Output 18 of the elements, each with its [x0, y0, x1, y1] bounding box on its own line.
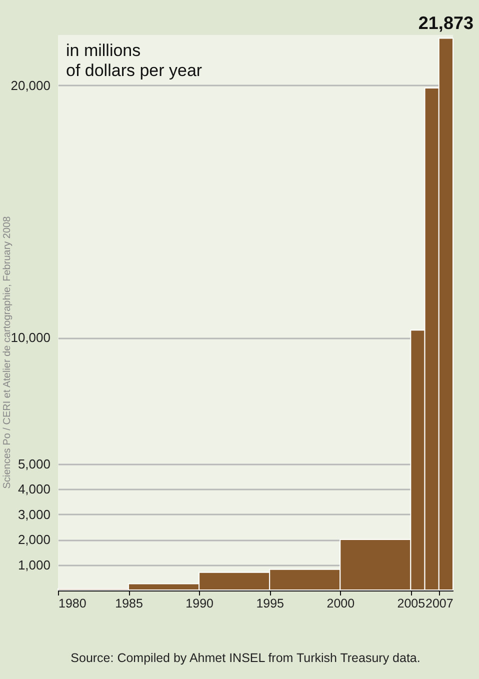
x-tick-label: 1985 [115, 596, 143, 610]
y-tick-label: 2,000 [18, 532, 50, 548]
text: Sciences Po / CERI et Atelier de cartographie, February 2008 [2, 216, 13, 489]
x-tick-label: 1980 [58, 596, 86, 610]
y-tick-label: 3,000 [18, 506, 50, 522]
x-tick-label: 1995 [256, 596, 284, 610]
y-tick-label: 10,000 [10, 330, 50, 346]
y-axis-title: in millions of dollars per year [66, 41, 202, 80]
data-label: 21,873 [418, 13, 474, 34]
x-tick-label: 2000 [326, 596, 355, 610]
y-tick-label: 4,000 [18, 482, 50, 497]
x-tick-label: 2007 [425, 596, 454, 610]
x-tick-label: 2005 [397, 596, 426, 610]
x-tick-label: 1990 [186, 596, 214, 610]
y-tick-label: 20,000 [10, 78, 50, 93]
y-tick-label: 1,000 [18, 557, 50, 572]
y-tick-label: 5,000 [18, 456, 50, 472]
source-note: Source: Compiled by Ahmet INSEL from Turkish Treasury data. [70, 651, 420, 665]
